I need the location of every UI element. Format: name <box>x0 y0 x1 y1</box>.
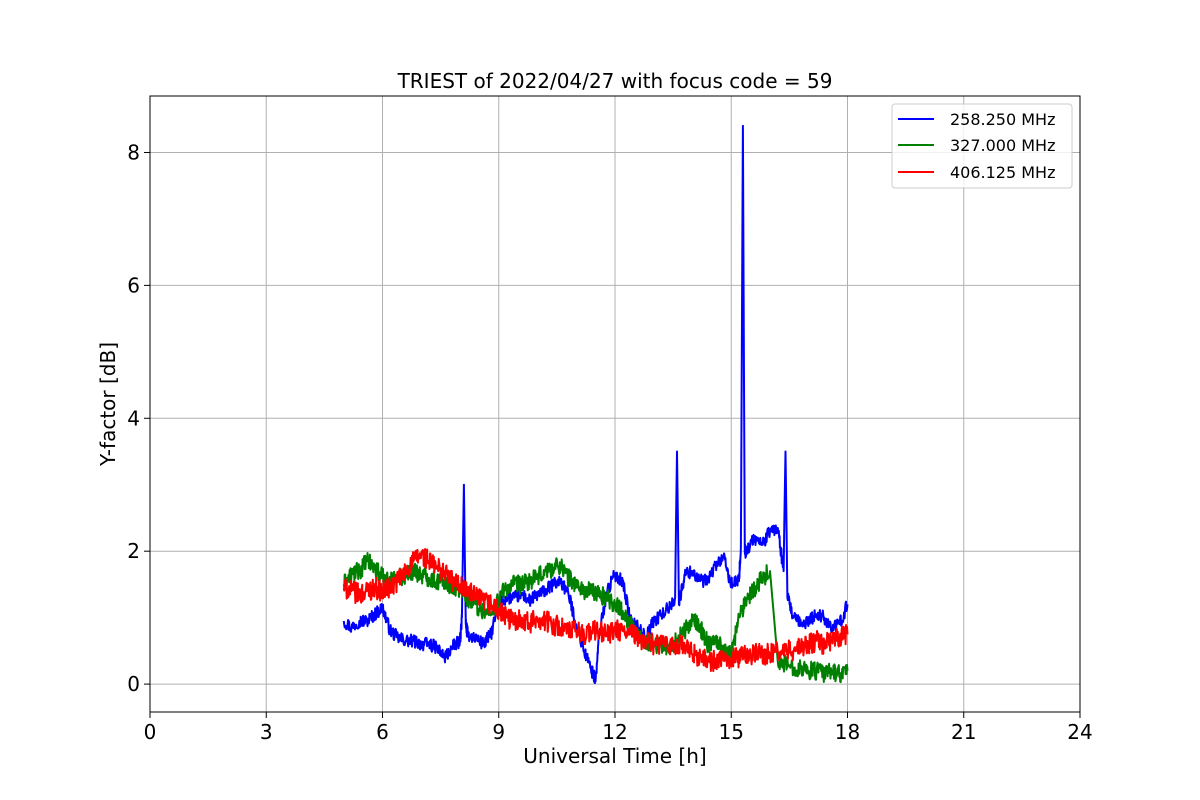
y-axis-label: Y-factor [dB] <box>96 342 120 467</box>
x-tick-label: 0 <box>144 720 157 744</box>
series-line-327.000 <box>342 552 849 684</box>
x-tick-label: 12 <box>602 720 627 744</box>
y-axis-ticks: 0 2 4 6 8 <box>127 140 150 696</box>
x-tick-label: 15 <box>719 720 744 744</box>
y-tick-label: 0 <box>127 672 140 696</box>
legend-box <box>891 103 1073 189</box>
y-tick-label: 2 <box>127 539 140 563</box>
x-axis-ticks: 0 3 6 9 12 15 18 21 24 <box>144 712 1093 744</box>
series-lines <box>342 124 849 685</box>
legend-label-327: 327.000 MHz <box>950 136 1055 155</box>
x-tick-label: 9 <box>492 720 505 744</box>
x-tick-label: 24 <box>1067 720 1092 744</box>
x-tick-label: 18 <box>835 720 860 744</box>
x-tick-label: 3 <box>260 720 273 744</box>
y-tick-label: 6 <box>127 273 140 297</box>
series-line-406.125 <box>342 548 849 673</box>
series-line-258.250 <box>342 124 849 685</box>
x-tick-label: 6 <box>376 720 389 744</box>
x-tick-label: 21 <box>951 720 976 744</box>
y-tick-label: 8 <box>127 140 140 164</box>
legend-label-258: 258.250 MHz <box>950 110 1055 129</box>
chart-title: TRIEST of 2022/04/27 with focus code = 5… <box>397 69 833 93</box>
x-axis-label: Universal Time [h] <box>523 744 706 768</box>
legend: 258.250 MHz 327.000 MHz 406.125 MHz <box>891 103 1073 189</box>
legend-label-406: 406.125 MHz <box>950 163 1055 182</box>
y-tick-label: 4 <box>127 406 140 430</box>
